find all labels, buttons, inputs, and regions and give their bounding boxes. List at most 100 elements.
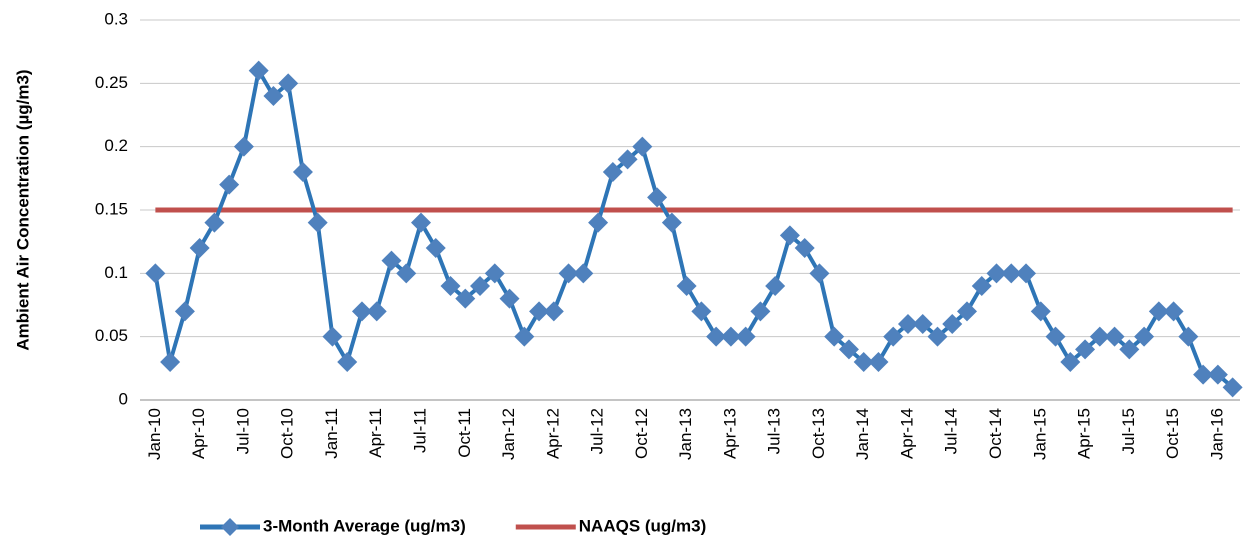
x-tick-label: Jan-12 [499,408,518,460]
data-point [986,263,1007,284]
data-point [396,263,417,284]
data-point [499,288,520,309]
legend-label: 3-Month Average (ug/m3) [263,516,466,535]
y-tick-label: 0.15 [95,199,128,218]
x-tick-label: Oct-15 [1163,408,1182,459]
data-point [779,225,800,246]
y-tick-label: 0.2 [104,136,128,155]
data-point [824,326,845,347]
data-point [853,352,874,372]
y-axis-title: Ambient Air Concentration (µg/m3) [13,69,32,350]
x-tick-label: Jan-16 [1207,408,1226,460]
x-tick-label: Jul-14 [942,408,961,454]
x-tick-label: Jan-15 [1030,408,1049,460]
x-tick-label: Jan-13 [676,408,695,460]
data-point [706,326,727,347]
data-point [263,86,284,106]
data-point [470,276,491,296]
y-tick-label: 0.3 [104,9,128,28]
data-point [204,212,225,233]
x-tick-label: Oct-10 [278,408,297,459]
data-point [484,263,505,284]
x-tick-label: Jul-13 [765,408,784,454]
data-point [1075,339,1096,360]
data-point [248,60,269,81]
x-tick-label: Jan-14 [853,408,872,460]
data-point [1030,301,1051,322]
data-point [912,314,933,334]
data-point [219,174,240,195]
data-point [647,187,668,208]
data-point [765,276,786,296]
x-tick-label: Apr-10 [189,408,208,459]
data-point [942,314,963,334]
data-point [1207,364,1228,385]
data-point [366,301,387,322]
data-point [381,250,402,271]
x-tick-label: Apr-11 [366,408,385,458]
x-tick-label: Oct-11 [455,408,474,458]
data-point [292,162,313,182]
data-point [720,326,741,347]
data-point [1060,352,1081,372]
data-point [337,352,358,372]
data-point [233,136,254,157]
data-point [897,314,918,334]
data-point [868,352,889,372]
x-tick-label: Jan-10 [145,408,164,460]
data-point [1089,326,1110,347]
data-point [632,136,653,157]
y-tick-label: 0.25 [95,73,128,92]
data-point [1148,301,1169,322]
data-point [558,263,579,284]
data-point [750,301,771,322]
data-point [883,326,904,347]
data-point [809,263,830,284]
data-point [1045,326,1066,347]
data-point [735,326,756,347]
x-tick-label: Apr-13 [720,408,739,459]
data-point [1104,326,1125,347]
data-point [1222,377,1243,398]
x-tick-label: Jul-10 [233,408,252,454]
data-point [1134,326,1155,347]
data-point [1193,364,1214,385]
data-point [543,301,564,322]
data-point [971,276,992,296]
data-point [529,301,550,322]
data-point [1119,339,1140,360]
x-tick-label: Oct-12 [632,408,651,459]
data-point [351,301,372,322]
data-point [145,263,166,284]
data-point [957,301,977,322]
x-tick-label: Apr-14 [897,408,916,459]
data-point [1178,326,1199,347]
data-point [440,276,461,296]
y-tick-label: 0 [119,389,128,408]
data-point [1001,263,1022,284]
x-tick-label: Apr-15 [1075,408,1094,459]
x-tick-label: Jul-15 [1119,408,1138,454]
data-point [691,301,712,322]
data-point [588,212,609,233]
legend-label: NAAQS (ug/m3) [579,516,707,535]
data-point [322,326,343,347]
data-point [189,238,210,258]
data-point [1016,263,1037,284]
y-tick-label: 0.1 [104,263,128,282]
data-point [927,326,948,347]
data-point [307,212,328,233]
x-tick-label: Jul-12 [588,408,607,454]
x-tick-label: Oct-14 [986,408,1005,459]
data-point [661,212,682,233]
data-point [174,301,195,322]
data-point [602,162,623,182]
data-point [676,276,697,296]
y-tick-label: 0.05 [95,326,128,345]
data-point [838,339,859,360]
data-point [514,326,535,347]
data-point [573,263,594,284]
data-point [794,238,815,258]
